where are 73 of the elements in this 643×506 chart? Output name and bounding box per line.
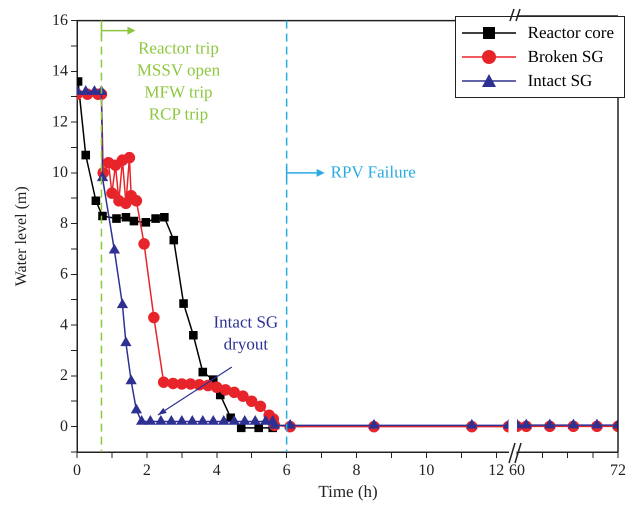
y-tick-label: 16 [52,12,68,29]
x-tick-label: 4 [212,462,221,479]
y-tick-label: 6 [60,266,68,283]
x-tick-label: 60 [509,462,525,479]
point [254,400,266,412]
ref-line-label: Reactor trip MSSV open MFW trip RCP trip [136,38,221,124]
point [126,375,136,384]
point [260,416,271,425]
point [229,416,240,425]
legend-label: Broken SG [528,47,604,67]
point [131,404,142,414]
y-tick-label: 4 [60,316,68,334]
point [124,152,136,164]
point [120,337,131,346]
point [198,416,208,425]
point [158,376,170,388]
point [117,299,128,308]
point [145,416,156,425]
point [228,386,240,398]
x-tick-label: 12 [488,462,504,479]
point [198,368,208,376]
x-tick-label: 10 [418,462,434,479]
point [368,420,380,429]
point [136,416,147,425]
point [151,214,160,223]
point [187,416,198,425]
point [138,238,150,250]
x-tick-label: 6 [282,462,291,479]
point [142,218,150,227]
point [246,395,258,407]
point [112,214,121,223]
legend-label: Intact SG [528,71,592,91]
y-tick-label: 14 [52,62,68,80]
y-tick-label: 10 [52,164,68,182]
point [122,212,130,222]
x-tick-label: 0 [73,462,81,479]
point [80,86,91,95]
point [166,416,176,425]
point [120,198,132,210]
point [148,312,160,324]
point [179,299,188,308]
point [237,390,249,402]
y-tick-label: 12 [52,113,68,130]
legend-label: Reactor core [528,23,614,43]
point [156,416,166,425]
x-axis-title: Time (h) [317,482,379,502]
point [220,384,232,396]
ref-line-label: RPV Failure [330,162,416,182]
point [240,416,250,425]
point [130,216,138,226]
point [208,416,218,425]
point [218,416,229,425]
y-tick-label: 2 [60,367,68,384]
y-tick-label: 8 [60,214,68,232]
point [160,212,169,222]
point [250,416,260,425]
point [176,416,187,425]
point [169,236,178,244]
point [189,330,198,340]
x-tick-label: 72 [610,462,626,479]
point [211,382,223,394]
point [109,244,120,254]
point [92,196,100,206]
x-tick-label: 2 [142,462,151,479]
y-axis-title: Water level (m) [12,186,30,286]
annotation: Intact SG dryout [214,312,278,354]
point [130,195,142,207]
x-tick-label: 8 [352,462,361,479]
y-tick-label: 0 [60,418,68,435]
point [466,420,477,429]
point [89,86,100,95]
point [81,150,90,160]
point [106,187,118,199]
